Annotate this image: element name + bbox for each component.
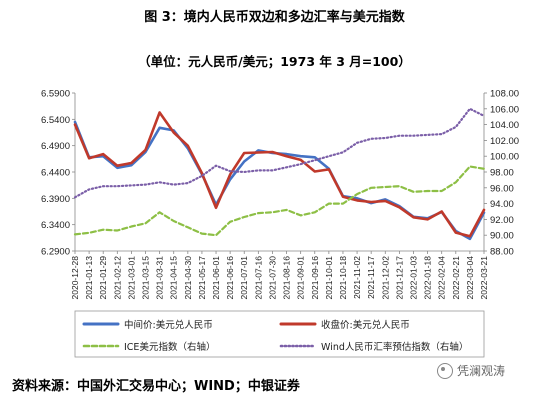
y-left-tick-label: 6.4400 [41,168,70,179]
x-tick-label: 2021-10-18 [338,256,348,300]
y-right-tick-label: 98.00 [490,168,514,179]
legend-label-2: ICE美元指数（右轴） [124,341,215,353]
axes: 6.2900 6.3400 6.3900 6.4400 6.4900 6.5400 6.59… [41,89,519,300]
y-right-tick-label: 102.00 [490,136,519,147]
x-tick-label: 2021-12-02 [380,256,390,300]
y-right-tick-label: 90.00 [490,231,514,242]
x-tick-label: 2020-12-28 [70,256,80,300]
x-tick-label: 2021-12-17 [394,256,404,300]
x-tick-label: 2021-09-01 [296,256,306,300]
y-right-tick-label: 96.00 [490,183,514,194]
x-tick-label: 2021-04-15 [169,256,179,300]
y-right-tick-label: 108.00 [490,89,519,100]
x-tick-label: 2021-03-15 [141,256,151,300]
x-tick-label: 2021-03-31 [155,256,165,300]
x-tick-label: 2022-01-18 [423,256,433,300]
series-line-1 [73,111,486,238]
watermark: 凭澜观涛 [437,362,505,379]
chart-subtitle: （单位：元人民币/美元；1973 年 3 月=100） [138,54,411,69]
legend: 中间价:美元兑人民币 收盘价:美元兑人民币 ICE美元指数（右轴） Wind人民币汇率… [74,310,485,358]
x-tick-label: 2021-09-16 [310,256,320,300]
y-left-tick-label: 6.2900 [41,247,70,258]
y-left-tick-label: 6.5400 [41,115,70,126]
series-line-3 [73,107,486,199]
chart-title: 图 3：境内人民币双边和多边汇率与美元指数 [144,10,405,25]
series-layer [73,107,486,241]
y-left-tick-label: 6.5900 [41,89,70,100]
x-tick-label: 2022-03-21 [479,256,489,300]
y-right-tick-label: 94.00 [490,199,514,210]
x-tick-label: 2021-07-01 [239,256,249,300]
source-note: 资料来源：中国外汇交易中心；WIND；中银证券 [12,379,300,394]
x-tick-label: 2021-02-12 [112,256,122,300]
x-tick-label: 2021-08-16 [282,256,292,300]
x-tick-label: 2021-01-13 [84,256,94,300]
x-tick-label: 2022-01-03 [408,256,418,300]
legend-label-0: 中间价:美元兑人民币 [124,319,213,331]
x-tick-label: 2022-02-21 [451,256,461,300]
legend-label-3: Wind人民币汇率预估指数（右轴） [321,341,468,353]
x-tick-label: 2021-01-29 [98,256,108,300]
x-tick-label: 2021-11-17 [366,256,376,299]
watermark-text: 凭澜观涛 [457,364,506,378]
y-right-tick-label: 100.00 [490,152,519,163]
y-left-tick-label: 6.4900 [41,141,70,152]
y-right-tick-label: 88.00 [490,247,514,258]
y-left-tick-label: 6.3900 [41,194,70,205]
series-line-0 [73,120,486,241]
x-tick-label: 2022-02-04 [437,256,447,300]
legend-label-1: 收盘价:美元兑人民币 [321,319,410,331]
x-tick-label: 2021-11-02 [352,256,362,299]
x-tick-label: 2021-04-30 [183,256,193,300]
y-right-tick-label: 106.00 [490,104,519,115]
x-tick-label: 2021-07-30 [267,256,277,300]
y-left-tick-label: 6.3400 [41,220,70,231]
x-tick-label: 2022-03-04 [465,256,475,300]
x-tick-label: 2021-10-01 [324,256,334,300]
x-tick-label: 2021-05-17 [197,256,207,300]
x-tick-label: 2021-03-01 [126,256,136,300]
y-right-tick-label: 104.00 [490,120,519,131]
wechat-icon [437,362,453,379]
y-right-tick-label: 92.00 [490,215,514,226]
x-tick-label: 2021-06-01 [211,256,221,300]
x-tick-label: 2021-07-16 [253,256,263,300]
x-tick-label: 2021-06-16 [225,256,235,300]
legend-frame [74,310,485,358]
series-line-2 [73,165,486,237]
